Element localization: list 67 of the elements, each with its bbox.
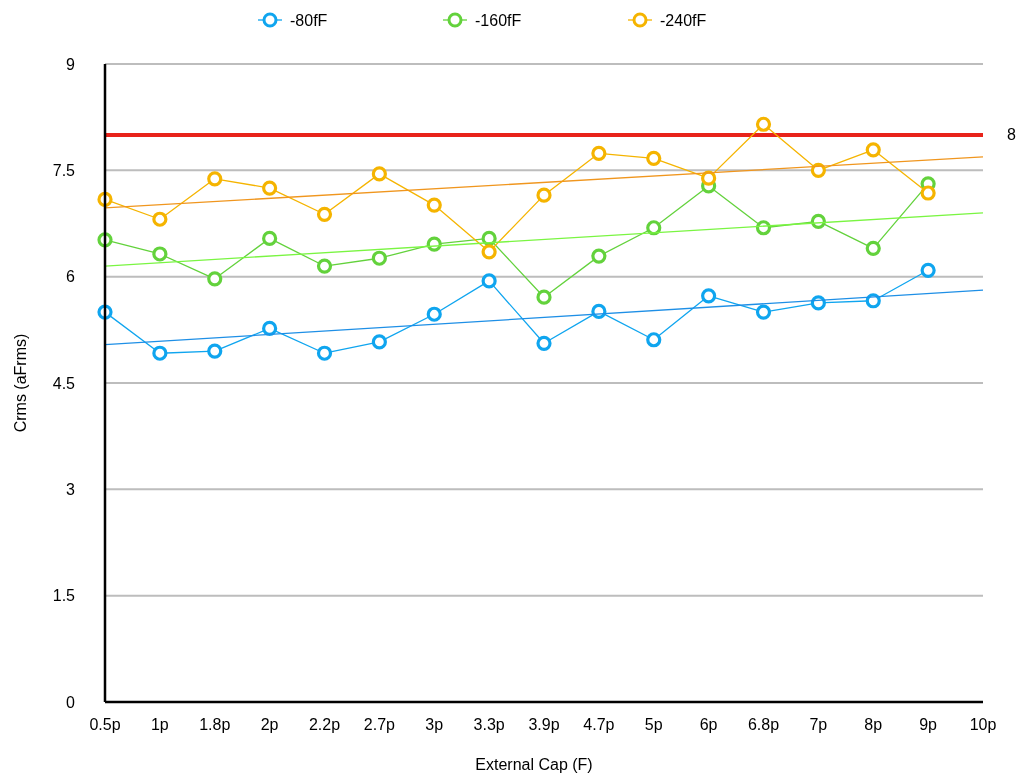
x-tick-label: 2p bbox=[260, 716, 279, 733]
point bbox=[591, 145, 607, 161]
point bbox=[207, 171, 223, 187]
x-tick-label: 10p bbox=[969, 716, 997, 733]
x-axis-title: External Cap (F) bbox=[475, 756, 593, 773]
point bbox=[371, 166, 387, 182]
point bbox=[481, 273, 497, 289]
point bbox=[152, 211, 168, 227]
point bbox=[865, 142, 881, 158]
point bbox=[152, 246, 168, 262]
point bbox=[152, 345, 168, 361]
x-tick-label: 8p bbox=[864, 716, 883, 733]
point bbox=[536, 335, 552, 351]
point bbox=[426, 197, 442, 213]
y-tick-label: 1.5 bbox=[52, 587, 76, 605]
y-tick-label: 3 bbox=[66, 480, 76, 498]
point bbox=[536, 187, 552, 203]
y-tick-label: 0 bbox=[66, 693, 76, 711]
point bbox=[810, 162, 826, 178]
y-tick-label: 7.5 bbox=[52, 161, 76, 179]
point bbox=[316, 258, 333, 274]
y-axis-title: Crms (aFrms) bbox=[12, 333, 29, 433]
point bbox=[865, 240, 881, 256]
point bbox=[207, 343, 223, 359]
x-tick-label: 3.9p bbox=[528, 716, 560, 733]
y-tick-label: 9 bbox=[66, 55, 76, 73]
x-tick-label: 1p bbox=[150, 716, 169, 733]
y-tick-label: 6 bbox=[66, 268, 76, 286]
point bbox=[426, 306, 442, 322]
point bbox=[810, 295, 826, 311]
point bbox=[536, 289, 552, 305]
x-tick-label: 7p bbox=[809, 716, 828, 733]
x-tick-label: 1.8p bbox=[199, 716, 231, 733]
legend-label: -240fF bbox=[660, 11, 707, 29]
x-tick-label: 2.7p bbox=[363, 716, 396, 733]
point bbox=[646, 332, 662, 348]
legend-label: -160fF bbox=[475, 11, 522, 29]
x-tick-label: 3p bbox=[425, 716, 444, 733]
point bbox=[755, 116, 772, 132]
point bbox=[920, 262, 936, 278]
x-tick-label: 5p bbox=[644, 716, 663, 733]
point bbox=[207, 271, 223, 287]
point bbox=[371, 250, 387, 266]
x-tick-label: 9p bbox=[919, 716, 938, 733]
x-tick-label: 6.8p bbox=[747, 716, 780, 733]
ref-line-label: 8 bbox=[1007, 126, 1016, 144]
point bbox=[262, 180, 278, 196]
point bbox=[646, 220, 662, 236]
point bbox=[481, 244, 497, 260]
y-tick-label: 4.5 bbox=[52, 374, 76, 392]
x-tick-label: 4.7p bbox=[583, 716, 615, 733]
x-tick-label: 0.5p bbox=[89, 716, 121, 733]
point bbox=[701, 170, 717, 186]
point bbox=[316, 206, 333, 222]
point bbox=[591, 248, 607, 264]
point bbox=[316, 345, 333, 361]
x-tick-label: 2.2p bbox=[308, 716, 341, 733]
point bbox=[371, 334, 387, 350]
x-tick-label: 3.3p bbox=[473, 716, 505, 733]
point bbox=[920, 185, 936, 201]
x-tick-label: 6p bbox=[699, 716, 718, 733]
point bbox=[646, 150, 662, 166]
point bbox=[701, 288, 717, 304]
point bbox=[262, 320, 278, 337]
legend-label: -80fF bbox=[290, 11, 328, 29]
point bbox=[755, 304, 772, 320]
point bbox=[262, 230, 278, 246]
